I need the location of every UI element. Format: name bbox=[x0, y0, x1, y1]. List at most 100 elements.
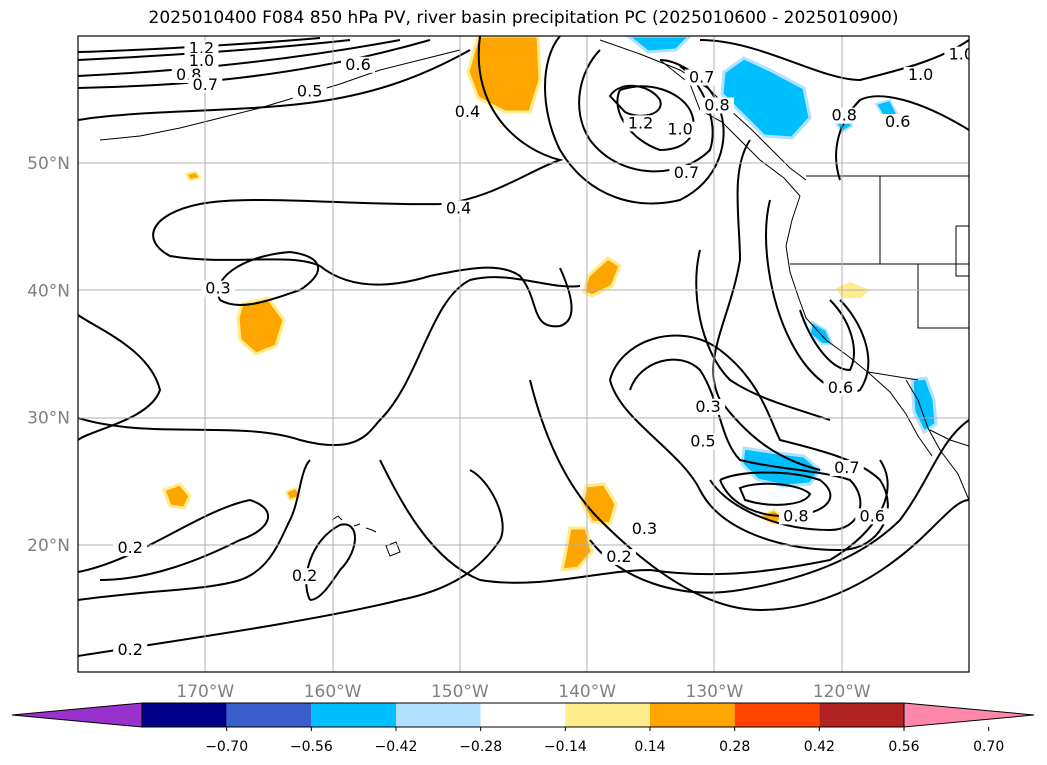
contour-value-label: 0.5 bbox=[297, 82, 322, 101]
longitude-tick-label: 140°W bbox=[558, 682, 616, 702]
contour-value-label: 0.8 bbox=[783, 506, 808, 525]
latitude-axis-labels: 20°N 30°N 40°N 50°N bbox=[27, 154, 70, 556]
pv-contour bbox=[699, 39, 969, 82]
contour-value-label: 1.0 bbox=[667, 120, 692, 139]
contour-label-background bbox=[669, 164, 704, 181]
colorbar-outline bbox=[141, 702, 905, 728]
contour-label-background bbox=[184, 52, 219, 69]
contour-label-background bbox=[188, 77, 223, 94]
positive-pc-patch bbox=[184, 170, 202, 182]
contour-label-background bbox=[684, 69, 719, 86]
contour-value-label: 0.4 bbox=[446, 199, 471, 218]
pv-contour bbox=[305, 523, 356, 601]
colorbar-swatch bbox=[396, 703, 481, 727]
pv-contour bbox=[78, 314, 162, 441]
pv-contours bbox=[78, 36, 969, 657]
contour-value-label: 0.6 bbox=[345, 55, 370, 74]
contour-label-background bbox=[341, 56, 376, 73]
baja-coastline bbox=[905, 379, 969, 501]
contour-label-background bbox=[184, 40, 219, 57]
contour-value-label: 0.8 bbox=[832, 106, 857, 125]
positive-pc-patch bbox=[580, 482, 618, 526]
colorbar-tick-label: −0.42 bbox=[375, 739, 418, 755]
pv-contour bbox=[765, 199, 870, 394]
colorbar-tick-label: −0.14 bbox=[544, 739, 587, 755]
positive-pc-patch bbox=[284, 486, 302, 502]
contour-value-label: 0.3 bbox=[205, 279, 230, 298]
contour-value-label: 0.3 bbox=[695, 397, 720, 416]
contour-value-label: 0.7 bbox=[689, 68, 714, 87]
hawaii-islands bbox=[331, 515, 401, 557]
contour-label-background bbox=[829, 460, 864, 477]
pv-contour bbox=[589, 419, 969, 594]
colorbar-swatch bbox=[480, 703, 566, 727]
contour-value-label: 0.7 bbox=[193, 75, 218, 94]
positive-pc-patch bbox=[236, 296, 286, 356]
pv-contour bbox=[217, 250, 320, 307]
pv-contour bbox=[799, 299, 855, 372]
contour-label-background bbox=[827, 107, 862, 124]
contour-label-background bbox=[823, 379, 858, 396]
pv-contour bbox=[738, 482, 812, 506]
colorbar-tick-label: 0.70 bbox=[973, 739, 1004, 755]
pv-contour bbox=[78, 276, 581, 446]
pv-contour bbox=[712, 139, 821, 471]
colorbar: −0.70 −0.56 −0.42 −0.28 −0.14 0.14 0.28 0.42 0.5… bbox=[11, 702, 1035, 755]
contour-value-label: 0.2 bbox=[292, 566, 317, 585]
colorbar-swatch bbox=[734, 703, 820, 727]
alaska-coastline bbox=[99, 49, 461, 141]
contour-label-background bbox=[691, 398, 726, 415]
longitude-tick-label: 160°W bbox=[304, 682, 362, 702]
contour-value-label: 0.4 bbox=[455, 102, 480, 121]
contour-value-label: 0.6 bbox=[860, 506, 885, 525]
positive-pc-patch bbox=[560, 526, 594, 572]
contour-label-background bbox=[601, 549, 636, 566]
pv-contour bbox=[544, 36, 725, 205]
colorbar-swatches bbox=[11, 702, 1035, 728]
pv-contour bbox=[835, 95, 969, 181]
pv-contour bbox=[152, 36, 573, 328]
map-title: 2025010400 F084 850 hPa PV, river basin … bbox=[148, 8, 899, 28]
contour-value-label: 0.5 bbox=[690, 431, 715, 450]
contour-label-background bbox=[201, 280, 236, 297]
colorbar-tick-label: 0.56 bbox=[888, 739, 919, 755]
contour-label-background bbox=[699, 97, 734, 114]
colorbar-swatch bbox=[142, 703, 227, 727]
pv-contour bbox=[379, 459, 889, 584]
colorbar-high-extension bbox=[903, 702, 1035, 728]
us-state-borders bbox=[790, 176, 969, 381]
positive-pc-patch bbox=[162, 482, 192, 510]
contour-label-background bbox=[663, 121, 698, 138]
contour-value-label: 1.0 bbox=[949, 45, 974, 64]
colorbar-tick-label: −0.28 bbox=[459, 739, 502, 755]
longitude-tick-label: 150°W bbox=[431, 682, 489, 702]
colorbar-tick-label: 0.42 bbox=[804, 739, 835, 755]
contour-label-background bbox=[441, 200, 476, 217]
contour-label-background bbox=[880, 114, 915, 131]
contour-label-background bbox=[292, 83, 327, 100]
contour-value-label: 0.2 bbox=[117, 538, 142, 557]
negative-pc-patch bbox=[720, 56, 812, 140]
longitude-tick-label: 170°W bbox=[176, 682, 234, 702]
pv-contour bbox=[629, 358, 862, 532]
latitude-tick-label: 40°N bbox=[27, 281, 70, 301]
pv-contour bbox=[608, 84, 662, 117]
colorbar-ticks: −0.70 −0.56 −0.42 −0.28 −0.14 0.14 0.28 0.42 0.5… bbox=[205, 727, 1004, 755]
gridlines bbox=[78, 36, 969, 672]
contour-value-label: 1.2 bbox=[189, 38, 214, 57]
contour-value-label: 0.2 bbox=[606, 547, 631, 566]
colorbar-tick-label: −0.70 bbox=[205, 739, 248, 755]
positive-pc-patch bbox=[582, 256, 622, 298]
canada-coastline bbox=[659, 59, 801, 197]
pv-contour bbox=[78, 39, 401, 77]
contour-label-background bbox=[627, 521, 662, 538]
contour-label-background bbox=[450, 103, 485, 120]
contour-label-background bbox=[903, 66, 938, 83]
colorbar-tick-label: −0.56 bbox=[290, 739, 333, 755]
colorbar-tick-label: 0.28 bbox=[719, 739, 750, 755]
contour-label-background bbox=[113, 540, 148, 557]
contour-labels: 1.21.00.80.70.60.50.41.2 1.00.70.70.81.01… bbox=[113, 38, 974, 659]
pv-contour bbox=[78, 39, 431, 89]
contour-label-background bbox=[778, 508, 813, 525]
contour-value-label: 0.7 bbox=[674, 163, 699, 182]
